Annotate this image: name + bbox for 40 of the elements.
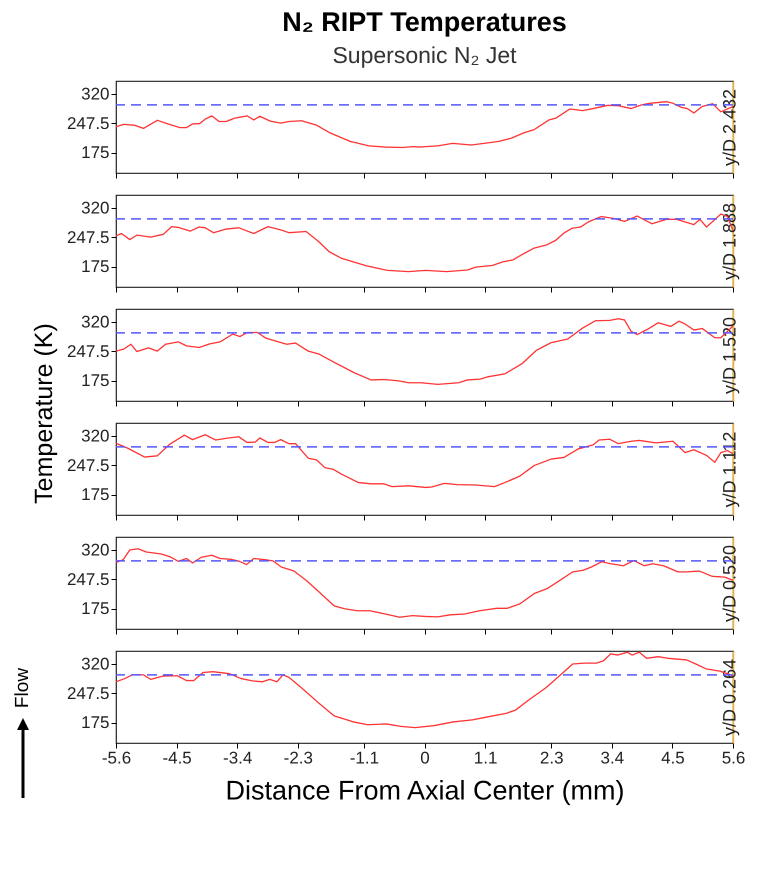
y-tick-label: 247.5: [66, 570, 110, 589]
x-tick-label: 1.1: [474, 748, 498, 768]
y-tick-label: 175: [81, 485, 110, 504]
x-tick-label: -5.6: [102, 748, 132, 768]
y-tick-label: 175: [81, 713, 110, 732]
y-tick-label: 320: [81, 312, 110, 332]
x-tick-label: 3.4: [600, 748, 624, 768]
x-axis-title: Distance From Axial Center (mm): [225, 776, 625, 806]
x-tick-label: 0: [420, 748, 430, 768]
y-tick-label: 320: [81, 84, 110, 104]
y-tick-label: 175: [81, 143, 110, 162]
chart-title: N₂ RIPT Temperatures: [282, 7, 567, 37]
y-tick-label: 247.5: [66, 342, 110, 361]
x-tick-label: -1.1: [350, 748, 380, 768]
y2-axis-title: y/D 1.888: [720, 202, 740, 280]
y-tick-label: 320: [81, 540, 110, 560]
y-tick-label: 247.5: [66, 684, 110, 703]
y-tick-label: 175: [81, 371, 110, 390]
y-tick-label: 175: [81, 257, 110, 276]
x-tick-label: 2.3: [540, 748, 564, 768]
x-tick-label: -4.5: [162, 748, 192, 768]
text: Flow: [12, 668, 34, 708]
y2-axis-title: y/D 0.520: [720, 544, 740, 622]
y-tick-label: 320: [81, 654, 110, 674]
x-tick-label: 5.6: [722, 748, 746, 768]
y2-axis-title: y/D 1.112: [720, 432, 740, 508]
y-tick-label: 247.5: [66, 456, 110, 475]
x-tick-label: -2.3: [284, 748, 313, 768]
y-axis-title: Temperature (K): [30, 323, 58, 504]
y-tick-label: 175: [81, 599, 110, 618]
y2-axis-title: y/D 2.432: [720, 88, 740, 166]
x-tick-label: -3.4: [223, 748, 252, 768]
y-tick-label: 247.5: [66, 228, 110, 247]
y2-axis-title: y/D 1.520: [720, 316, 740, 394]
y-tick-label: 247.5: [66, 114, 110, 133]
y-tick-label: 320: [81, 198, 110, 218]
x-tick-label: 4.5: [661, 748, 685, 768]
y-tick-label: 320: [81, 426, 110, 446]
y2-axis-title: y/D 0.264: [720, 658, 740, 736]
chart-subtitle: Supersonic N₂ Jet: [332, 42, 518, 68]
